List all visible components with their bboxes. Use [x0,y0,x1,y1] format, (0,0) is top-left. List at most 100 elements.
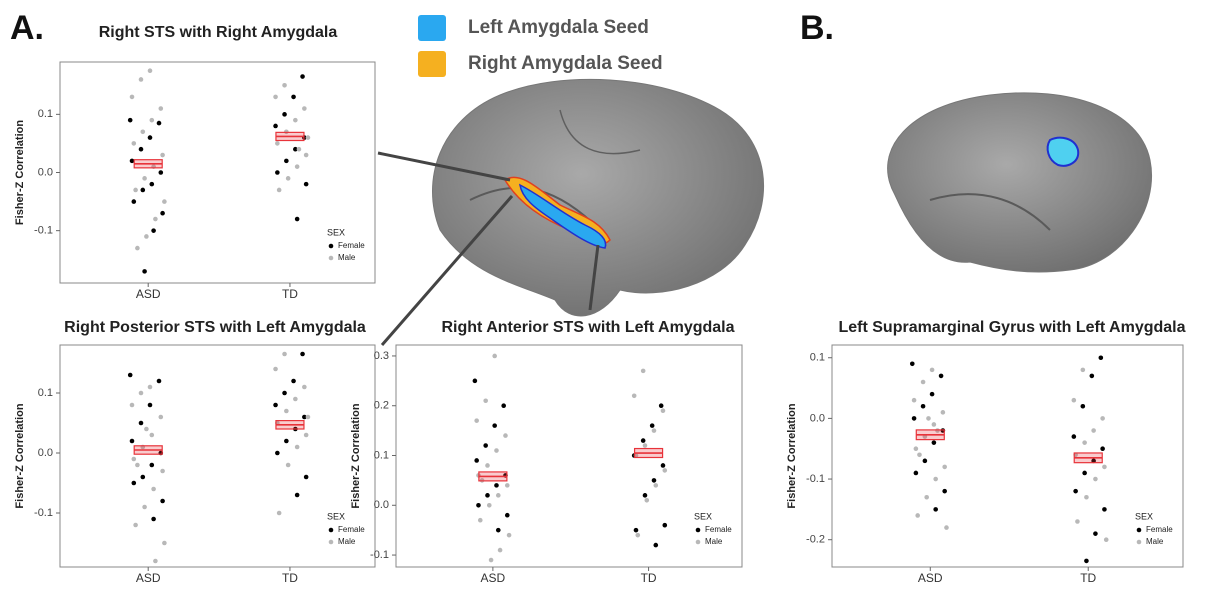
data-point [1072,398,1077,403]
data-point [295,493,300,498]
data-point [923,459,928,464]
data-point [142,269,147,274]
data-point [941,410,946,415]
data-point [150,433,155,438]
seed-swatch [418,15,446,41]
y-tick-label: 0.0 [38,447,53,459]
data-point [485,463,490,468]
legend-label: Male [338,537,356,546]
data-point [914,471,919,476]
data-point [135,246,140,251]
data-point [300,74,305,79]
data-point [498,548,503,553]
data-point [275,451,280,456]
legend-label: Female [1146,525,1173,534]
y-tick-label: 0.1 [38,387,53,399]
data-point [160,153,165,158]
data-point [139,391,144,396]
data-point [1099,355,1104,360]
data-point [306,415,311,420]
y-tick-label: 0.3 [374,350,389,362]
data-point [933,507,938,512]
data-point [926,416,931,421]
data-point [295,164,300,169]
data-point [284,159,289,164]
data-point [932,440,937,445]
x-tick-label: ASD [481,571,506,585]
data-point [661,463,666,468]
panel-label: A. [10,9,44,47]
data-point [282,83,287,88]
data-point [302,106,307,111]
legend-label: Female [705,525,732,534]
data-point [496,493,501,498]
legend-marker [696,528,701,533]
data-point [284,409,289,414]
data-point [148,68,153,73]
legend-marker [1137,540,1142,545]
data-point [132,141,137,146]
data-point [1075,519,1080,524]
data-point [291,95,296,100]
figure: A. B. Left Amygdala SeedRight Amygdala S… [0,0,1218,589]
data-point [159,170,164,175]
data-point [142,176,147,181]
legend-title: SEX [327,227,345,237]
y-axis-label: Fisher-Z Correlation [14,120,26,225]
chart-title: Right Posterior STS with Left Amygdala [64,319,366,336]
chart-title: Right Anterior STS with Left Amygdala [441,319,734,336]
data-point [473,379,478,384]
data-point [1093,477,1098,482]
legend-label: Male [705,537,723,546]
data-point [275,170,280,175]
data-point [942,489,947,494]
plot-frame [60,62,375,283]
data-point [662,523,667,528]
data-point [643,493,648,498]
data-point [160,499,165,504]
data-point [139,421,144,426]
legend-marker [329,244,334,249]
x-tick-label: ASD [136,571,161,585]
data-point [142,505,147,510]
x-tick-label: TD [1080,571,1096,585]
legend-marker [329,528,334,533]
data-point [641,369,646,374]
data-point [130,95,135,100]
data-point [1102,507,1107,512]
data-point [153,217,158,222]
data-point [304,182,309,187]
legend-title: SEX [327,511,345,521]
data-point [141,475,146,480]
data-point [284,439,289,444]
brain-right [433,79,764,316]
data-point [139,77,144,82]
data-point [286,463,291,468]
data-point [1073,489,1078,494]
y-tick-label: 0.1 [38,108,53,120]
data-point [1090,374,1095,379]
data-point [293,397,298,402]
legend-marker [1137,528,1142,533]
data-point [306,135,311,140]
data-point [297,147,302,152]
data-point [295,217,300,222]
seed-label: Right Amygdala Seed [468,53,663,74]
data-point [1084,559,1089,564]
data-point [151,517,156,522]
data-point [1102,465,1107,470]
data-point [915,513,920,518]
legend-title: SEX [1135,511,1153,521]
data-point [1091,428,1096,433]
data-point [304,153,309,158]
data-point [917,452,922,457]
data-point [130,439,135,444]
legend-marker [329,256,334,261]
panel-label: B. [800,9,834,47]
legend-label: Male [1146,537,1164,546]
data-point [641,438,646,443]
data-point [130,403,135,408]
legend-title: SEX [694,511,712,521]
data-point [159,106,164,111]
data-point [1082,440,1087,445]
